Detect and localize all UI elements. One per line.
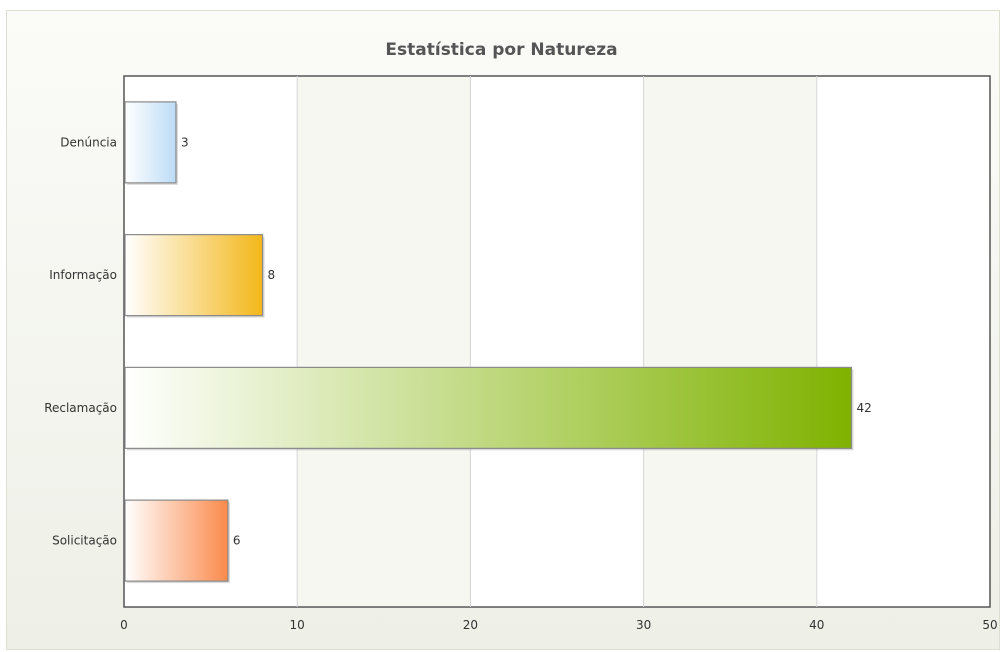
gridlines [296, 76, 818, 607]
bars [124, 101, 854, 584]
category-labels: Denúncia Informação Reclamação Solicitação [44, 135, 117, 547]
x-tick-label: 40 [809, 618, 824, 632]
value-label: 8 [268, 268, 276, 282]
x-tick-label: 0 [120, 618, 128, 632]
chart-title: Estatística por Natureza [385, 40, 618, 60]
value-label: 42 [856, 401, 871, 415]
value-label: 6 [233, 534, 241, 548]
x-tick-label: 20 [463, 618, 478, 632]
x-tick-label: 10 [290, 618, 305, 632]
value-labels: 3 8 42 6 [181, 135, 872, 547]
x-tick-label: 50 [982, 618, 997, 632]
plot-area [123, 75, 991, 608]
x-tick-label: 30 [636, 618, 651, 632]
x-tick-labels: 0 10 20 30 40 50 [120, 618, 997, 632]
value-label: 3 [181, 135, 189, 149]
category-label: Informação [49, 268, 117, 282]
plot-band [643, 77, 817, 606]
category-label: Denúncia [60, 135, 117, 149]
bar-Reclamação[interactable] [124, 366, 853, 449]
bar-Denúncia[interactable] [124, 101, 177, 184]
bar-Solicitação[interactable] [124, 499, 229, 582]
category-label: Reclamação [44, 401, 117, 415]
category-label: Solicitação [52, 534, 117, 548]
plot-band [297, 77, 471, 606]
bar-Informação[interactable] [124, 234, 264, 317]
plot-bands [297, 77, 817, 606]
